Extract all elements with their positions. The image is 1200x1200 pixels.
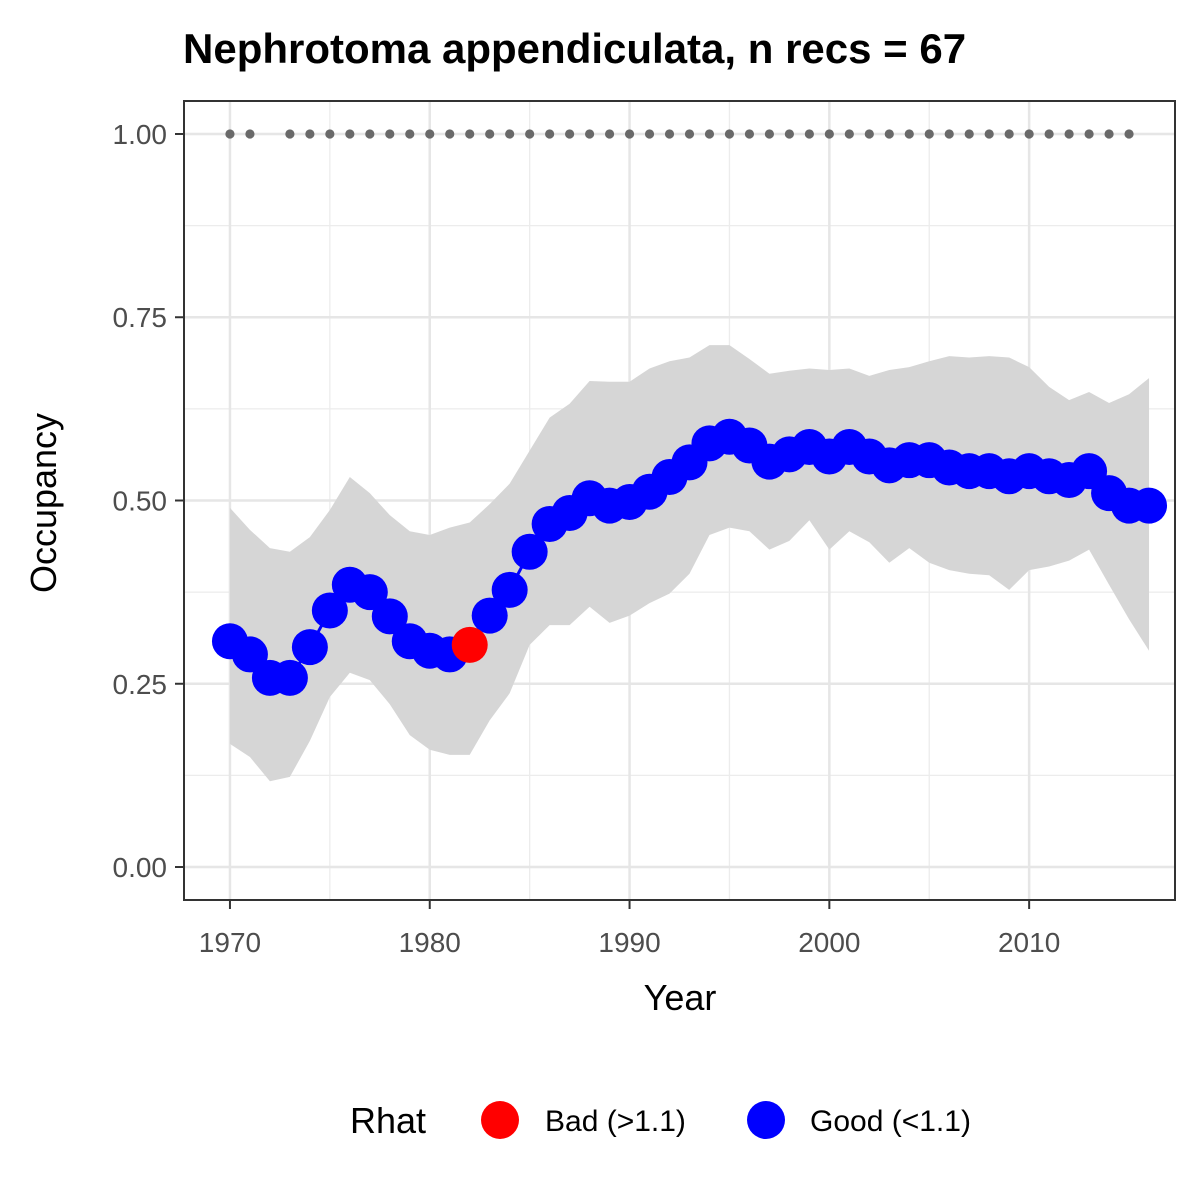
legend-label-good: Good (<1.1): [810, 1105, 971, 1138]
record-dot: [784, 129, 794, 139]
record-dot: [1004, 129, 1014, 139]
record-dot: [584, 129, 595, 139]
point-good-rhat: [351, 574, 388, 611]
x-tick-label: 2000: [798, 927, 860, 958]
record-dot: [944, 129, 954, 139]
record-dot: [525, 129, 535, 139]
legend-key-bad: [481, 1101, 519, 1139]
record-dot: [1084, 129, 1094, 139]
record-dot: [724, 129, 735, 139]
record-dot: [604, 129, 615, 139]
record-dot: [1124, 129, 1134, 139]
x-tick-label: 1980: [399, 927, 461, 958]
record-dot: [385, 129, 395, 139]
record-dot: [1104, 129, 1114, 139]
record-dot: [285, 129, 295, 139]
point-good-rhat: [291, 629, 328, 666]
y-axis-title: Occupancy: [23, 413, 64, 593]
record-dot: [824, 129, 834, 139]
y-tick-label: 0.75: [113, 302, 168, 333]
record-dot: [964, 129, 974, 139]
y-axis: 0.00 0.25 0.50 0.75 1.00: [113, 119, 184, 883]
legend-label-bad: Bad (>1.1): [545, 1105, 686, 1138]
record-dot: [425, 129, 435, 139]
point-bad-rhat: [451, 626, 488, 663]
record-dot: [545, 129, 555, 139]
record-dot: [844, 129, 854, 139]
record-dot: [1064, 129, 1074, 139]
record-dots: [225, 129, 1134, 139]
record-dot: [904, 129, 914, 139]
record-dot: [984, 129, 994, 139]
record-dot: [744, 129, 755, 139]
x-axis-title: Year: [644, 977, 717, 1018]
point-good-rhat: [471, 597, 508, 634]
record-dot: [565, 129, 575, 139]
legend-title: Rhat: [350, 1100, 426, 1141]
point-good-rhat: [231, 636, 268, 673]
record-dot: [644, 129, 655, 139]
record-dot: [465, 129, 475, 139]
record-dot: [1044, 129, 1054, 139]
point-good-rhat: [271, 659, 308, 696]
y-tick-label: 1.00: [113, 119, 168, 150]
x-tick-label: 2010: [998, 927, 1060, 958]
record-dot: [505, 129, 515, 139]
record-dot: [864, 129, 874, 139]
record-dot: [664, 129, 675, 139]
y-tick-label: 0.25: [113, 669, 168, 700]
record-dot: [345, 129, 355, 139]
record-dot: [485, 129, 495, 139]
x-tick-label: 1990: [598, 927, 660, 958]
record-dot: [245, 129, 255, 139]
y-tick-label: 0.00: [113, 852, 168, 883]
occupancy-points: [211, 418, 1168, 696]
x-tick-label: 1970: [199, 927, 261, 958]
legend: Rhat Bad (>1.1) Good (<1.1): [350, 1100, 971, 1141]
record-dot: [225, 129, 235, 139]
point-good-rhat: [371, 598, 408, 635]
point-good-rhat: [491, 571, 528, 608]
record-dot: [884, 129, 894, 139]
record-dot: [445, 129, 455, 139]
record-dot: [305, 129, 315, 139]
y-tick-label: 0.50: [113, 486, 168, 517]
record-dot: [325, 129, 335, 139]
record-dot: [624, 129, 635, 139]
record-dot: [704, 129, 715, 139]
record-dot: [365, 129, 375, 139]
record-dot: [405, 129, 415, 139]
point-good-rhat: [1131, 487, 1168, 524]
x-axis: 1970 1980 1990 2000 2010: [199, 900, 1060, 958]
legend-key-good: [747, 1101, 785, 1139]
point-good-rhat: [511, 533, 548, 570]
record-dot: [684, 129, 695, 139]
record-dot: [764, 129, 775, 139]
record-dot: [924, 129, 934, 139]
chart-title: Nephrotoma appendiculata, n recs = 67: [183, 25, 966, 72]
record-dot: [1024, 129, 1034, 139]
point-good-rhat: [311, 592, 348, 629]
record-dot: [804, 129, 814, 139]
